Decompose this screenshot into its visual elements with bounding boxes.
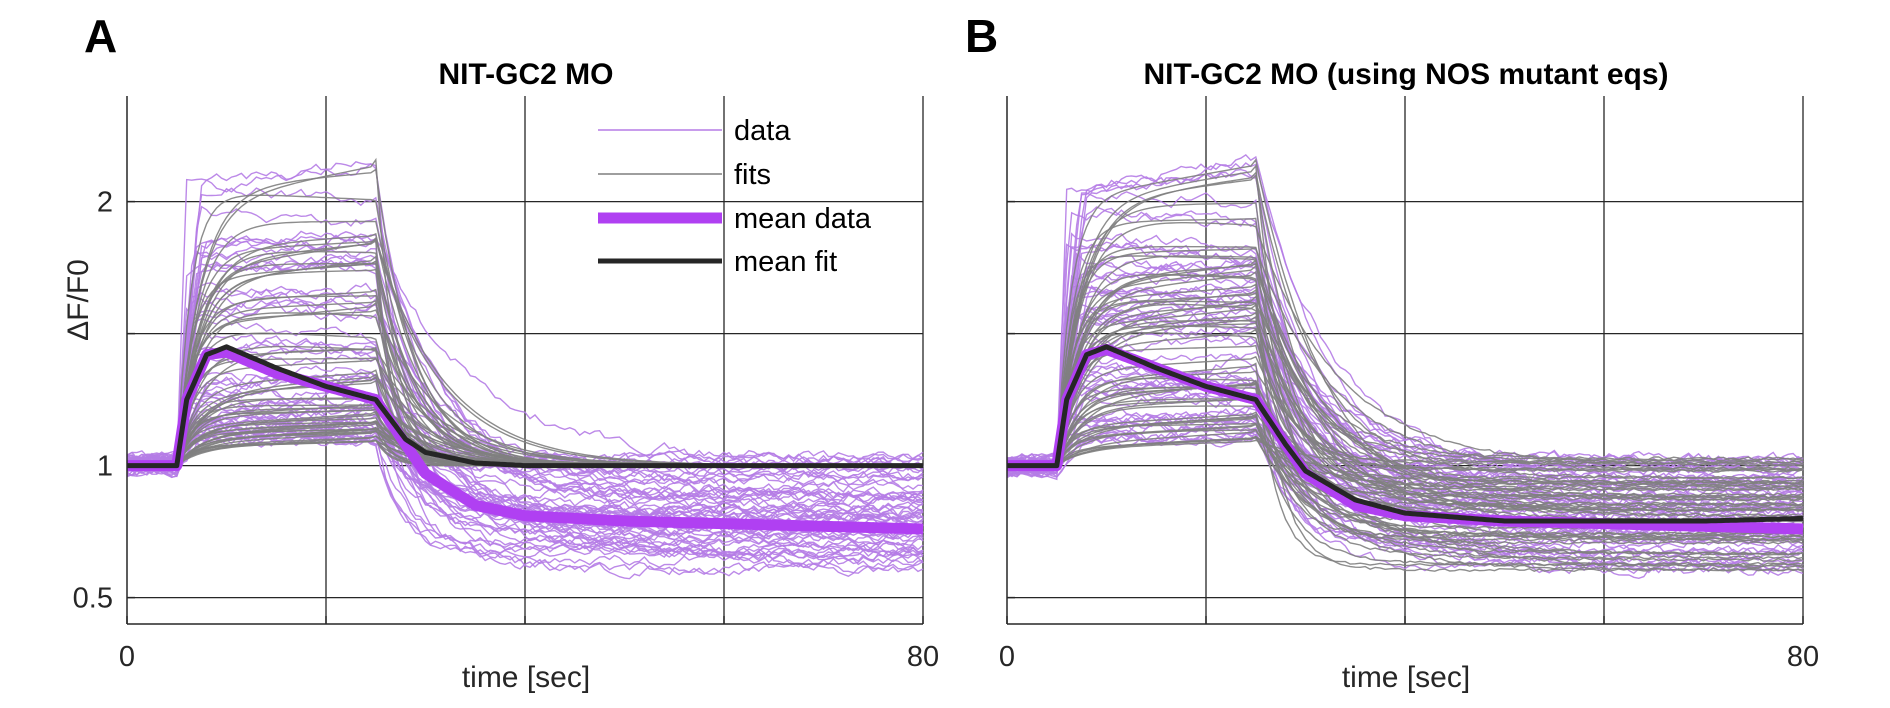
fit-trace bbox=[1007, 381, 1804, 539]
fit-trace bbox=[1007, 245, 1804, 484]
data-trace bbox=[1006, 429, 1804, 561]
data-trace bbox=[1006, 414, 1804, 485]
data-trace bbox=[126, 261, 924, 559]
fit-trace bbox=[1007, 380, 1804, 502]
data-trace bbox=[1006, 361, 1804, 564]
fit-trace bbox=[1007, 221, 1804, 467]
x-tick-label: 80 bbox=[907, 641, 939, 673]
data-trace bbox=[1006, 241, 1804, 475]
fit-trace bbox=[1007, 283, 1804, 573]
data-trace bbox=[126, 238, 924, 537]
data-trace bbox=[1006, 285, 1804, 551]
panel-a-axes bbox=[126, 96, 924, 625]
mean-fit-line bbox=[127, 344, 923, 469]
data-trace bbox=[126, 375, 924, 478]
x-tick-label: 0 bbox=[119, 641, 135, 673]
panel-letter-a: A bbox=[84, 10, 117, 62]
fit-trace bbox=[1007, 319, 1804, 485]
y-tick-label: 1 bbox=[97, 451, 113, 483]
fit-trace bbox=[1007, 247, 1804, 472]
fit-trace bbox=[1007, 273, 1804, 467]
fit-trace bbox=[1007, 436, 1804, 556]
fit-trace bbox=[1007, 428, 1804, 541]
legend-label-data: data bbox=[734, 115, 791, 147]
panel-a: A NIT-GC2 MO 0 80 0.5 1 2 time [sec] ΔF/F0 d… bbox=[62, 10, 939, 694]
data-trace bbox=[126, 343, 924, 503]
panel-a-y-axis-label: ΔF/F0 bbox=[62, 259, 95, 341]
data-trace bbox=[126, 422, 924, 514]
panel-b-x-axis-label: time [sec] bbox=[1342, 661, 1470, 694]
fit-trace bbox=[1007, 265, 1804, 467]
y-tick-label: 2 bbox=[97, 187, 113, 219]
data-trace bbox=[126, 161, 924, 517]
legend-label-mean-data: mean data bbox=[734, 203, 872, 235]
data-trace bbox=[126, 254, 924, 523]
panel-b-tick-labels: 0 80 bbox=[999, 641, 1819, 673]
mean-fit-line bbox=[1007, 344, 1804, 524]
panel-a-x-axis-label: time [sec] bbox=[462, 661, 590, 694]
panel-b-title: NIT-GC2 MO (using NOS mutant eqs) bbox=[1143, 58, 1668, 91]
panel-a-tick-labels: 0 80 0.5 1 2 bbox=[73, 187, 939, 673]
y-tick-label: 0.5 bbox=[73, 583, 113, 615]
fit-trace bbox=[1007, 362, 1804, 568]
data-trace bbox=[126, 233, 924, 465]
data-trace bbox=[126, 339, 924, 570]
fit-trace bbox=[1007, 300, 1804, 545]
data-trace bbox=[126, 298, 924, 503]
panel-b-mean-lines bbox=[1004, 343, 1806, 535]
fit-trace bbox=[1007, 292, 1804, 467]
fit-trace bbox=[1007, 344, 1804, 492]
panel-a-mean-lines bbox=[124, 344, 926, 535]
panel-b-fit-traces bbox=[1007, 158, 1804, 573]
mean-data-line bbox=[124, 346, 926, 535]
legend: data fits mean data mean fit bbox=[598, 115, 872, 278]
fit-trace bbox=[1007, 397, 1804, 497]
data-trace bbox=[126, 249, 924, 495]
panel-a-title: NIT-GC2 MO bbox=[438, 58, 613, 91]
x-tick-label: 80 bbox=[1787, 641, 1819, 673]
x-tick-label: 0 bbox=[999, 641, 1015, 673]
fit-trace bbox=[1007, 413, 1804, 542]
legend-label-mean-fit: mean fit bbox=[734, 246, 837, 278]
panel-letter-b: B bbox=[965, 10, 998, 62]
panel-b-axes bbox=[1006, 96, 1804, 625]
fit-trace bbox=[1007, 302, 1804, 500]
fit-trace bbox=[1007, 370, 1804, 519]
legend-label-fits: fits bbox=[734, 159, 771, 191]
fit-trace bbox=[1007, 164, 1804, 489]
panel-b: B NIT-GC2 MO (using NOS mutant eqs) 0 80 … bbox=[965, 10, 1819, 694]
